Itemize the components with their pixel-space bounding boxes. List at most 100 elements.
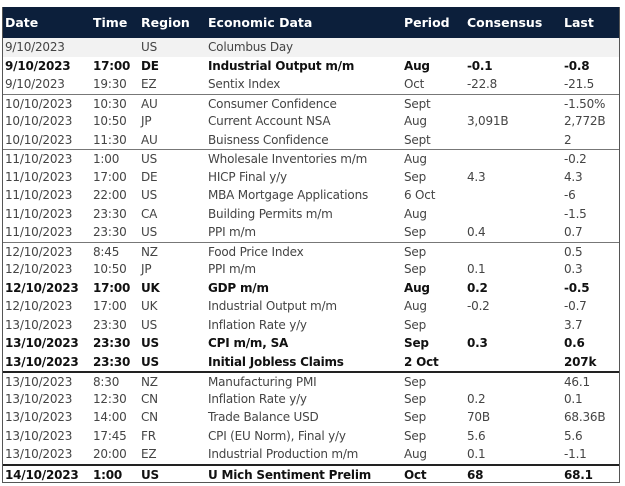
cell-last: -0.2 — [564, 152, 587, 166]
cell-date: 9/10/2023 — [5, 77, 65, 91]
cell-period: 2 Oct — [404, 354, 439, 369]
cell-event: Wholesale Inventories m/m — [208, 152, 368, 166]
cell-period: Oct — [404, 467, 427, 482]
table-row: 11/10/2023 23:30 CA Building Permits m/m Aug… — [3, 205, 619, 224]
cell-region: NZ — [141, 375, 158, 389]
cell-last: 0.5 — [564, 244, 583, 259]
cell-region: US — [141, 317, 158, 332]
cell-date: 12/10/2023 — [5, 299, 73, 313]
cell-time: 10:50 — [93, 262, 127, 276]
cell-last: -1.1 — [564, 447, 587, 461]
cell-time: 23:30 — [93, 225, 127, 239]
cell-date: 11/10/2023 — [5, 188, 73, 202]
cell-date: 9/10/2023 — [5, 58, 71, 73]
cell-period: Sep — [404, 336, 429, 350]
cell-last: 5.6 — [564, 428, 583, 443]
cell-date: 10/10/2023 — [5, 96, 73, 111]
header-economic-data: Economic Data — [208, 15, 313, 30]
cell-time: 19:30 — [93, 77, 127, 91]
cell-consensus: 5.6 — [467, 428, 486, 443]
header-time: Time — [93, 15, 128, 30]
cell-region: US — [141, 336, 159, 350]
cell-last: -6 — [564, 188, 576, 202]
table-row: 12/10/2023 17:00 UK GDP m/m Aug 0.2 -0.5 — [3, 279, 619, 298]
cell-period: Sep — [404, 244, 427, 259]
cell-period: Aug — [404, 152, 427, 166]
cell-region: AU — [141, 96, 158, 111]
cell-last: -21.5 — [564, 77, 595, 91]
cell-consensus: 0.1 — [467, 447, 486, 461]
cell-date: 14/10/2023 — [5, 467, 79, 482]
cell-time: 11:30 — [93, 132, 127, 147]
cell-consensus: 0.2 — [467, 280, 488, 295]
cell-event: Manufacturing PMI — [208, 375, 317, 389]
cell-date: 13/10/2023 — [5, 410, 73, 424]
table-row: 11/10/2023 22:00 US MBA Mortgage Applicatio… — [3, 186, 619, 205]
cell-time: 8:45 — [93, 244, 120, 259]
cell-last: -1.50% — [564, 96, 606, 111]
table-row: 13/10/2023 8:30 NZ Manufacturing PMI Sep 46.1 — [3, 371, 619, 392]
cell-region: US — [141, 40, 158, 54]
cell-consensus: 0.1 — [467, 262, 486, 276]
cell-event: Industrial Output m/m — [208, 299, 337, 313]
cell-event: Current Account NSA — [208, 114, 331, 128]
cell-consensus: 68 — [467, 467, 484, 482]
cell-time: 1:00 — [93, 467, 123, 482]
cell-event: Initial Jobless Claims — [208, 354, 344, 369]
cell-date: 10/10/2023 — [5, 132, 73, 147]
cell-consensus: -0.1 — [467, 58, 493, 73]
cell-event: PPI m/m — [208, 225, 256, 239]
table-row: 11/10/2023 23:30 US PPI m/m Sep 0.4 0.7 — [3, 223, 619, 242]
cell-region: DE — [141, 58, 159, 73]
cell-time: 17:00 — [93, 169, 127, 184]
cell-time: 17:00 — [93, 280, 131, 295]
table-row: 12/10/2023 10:50 JP PPI m/m Sep 0.1 0.3 — [3, 260, 619, 279]
cell-last: -0.5 — [564, 280, 590, 295]
cell-period: Sep — [404, 410, 427, 424]
cell-event: Buisness Confidence — [208, 132, 329, 147]
cell-region: CA — [141, 206, 158, 221]
cell-region: UK — [141, 280, 160, 295]
table-row: 10/10/2023 11:30 AU Buisness Confidence Sept… — [3, 131, 619, 150]
cell-region: US — [141, 354, 159, 369]
cell-period: Oct — [404, 77, 425, 91]
cell-region: JP — [141, 262, 152, 276]
cell-period: Sept — [404, 96, 431, 111]
cell-period: Sep — [404, 428, 427, 443]
cell-event: Food Price Index — [208, 244, 304, 259]
table-row: 13/10/2023 12:30 CN Inflation Rate y/y Sep 0.… — [3, 390, 619, 409]
table-row: 11/10/2023 17:00 DE HICP Final y/y Sep 4.3 4.3 — [3, 168, 619, 187]
cell-time: 23:30 — [93, 336, 131, 350]
cell-last: 68.1 — [564, 467, 593, 482]
cell-consensus: 70B — [467, 410, 490, 424]
cell-consensus: 3,091B — [467, 114, 509, 128]
table-row: 9/10/2023 US Columbus Day — [3, 38, 619, 57]
cell-region: CN — [141, 410, 158, 424]
cell-region: NZ — [141, 244, 158, 259]
cell-date: 11/10/2023 — [5, 152, 73, 166]
cell-event: MBA Mortgage Applications — [208, 188, 369, 202]
cell-region: US — [141, 467, 159, 482]
cell-event: HICP Final y/y — [208, 169, 287, 184]
cell-last: 0.1 — [564, 391, 583, 406]
cell-time: 22:00 — [93, 188, 127, 202]
cell-time: 20:00 — [93, 447, 127, 461]
cell-time: 23:30 — [93, 354, 131, 369]
table-row: 14/10/2023 1:00 US U Mich Sentiment Prelim O… — [3, 463, 619, 485]
table-row: 11/10/2023 1:00 US Wholesale Inventories m/… — [3, 149, 619, 169]
cell-time: 14:00 — [93, 410, 127, 424]
cell-time: 23:30 — [93, 206, 127, 221]
header-region: Region — [141, 15, 190, 30]
cell-last: -0.7 — [564, 299, 587, 313]
cell-date: 13/10/2023 — [5, 336, 79, 350]
cell-period: Sep — [404, 262, 427, 276]
cell-event: Consumer Confidence — [208, 96, 337, 111]
cell-date: 13/10/2023 — [5, 428, 73, 443]
cell-last: 0.3 — [564, 262, 583, 276]
cell-last: 46.1 — [564, 375, 590, 389]
cell-consensus: 4.3 — [467, 169, 486, 184]
cell-event: GDP m/m — [208, 280, 269, 295]
table-row: 12/10/2023 17:00 UK Industrial Output m/m Au… — [3, 297, 619, 316]
cell-date: 11/10/2023 — [5, 206, 73, 221]
header-period: Period — [404, 15, 450, 30]
